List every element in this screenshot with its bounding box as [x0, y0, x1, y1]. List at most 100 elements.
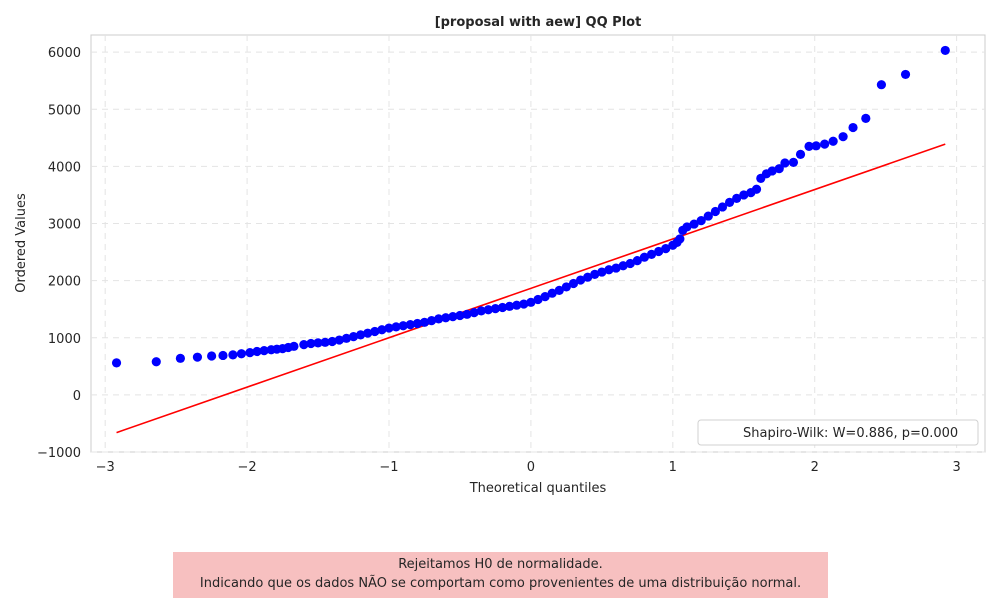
- data-point: [838, 132, 848, 142]
- data-point: [774, 164, 784, 174]
- data-point: [512, 300, 522, 310]
- data-point: [490, 304, 501, 314]
- x-tick-label: 3: [952, 460, 960, 475]
- data-point: [327, 336, 337, 347]
- data-point: [848, 122, 858, 133]
- y-tick-label: 1000: [48, 332, 81, 347]
- data-point: [526, 297, 536, 307]
- data-points: [111, 45, 950, 368]
- data-point: [751, 184, 762, 194]
- y-tick-label: 6000: [48, 46, 81, 61]
- data-point: [245, 348, 255, 358]
- data-point: [441, 313, 451, 323]
- data-point: [575, 275, 586, 285]
- data-point: [313, 338, 323, 348]
- x-tick-label: 2: [811, 460, 819, 475]
- data-point: [554, 285, 564, 295]
- data-point: [434, 314, 444, 324]
- conclusion-note: Rejeitamos H0 de normalidade. Indicando …: [173, 552, 828, 598]
- data-point: [175, 353, 185, 363]
- x-axis-ticks: −3 −2 −1 0 1 2 3: [96, 460, 961, 475]
- data-point: [405, 320, 415, 330]
- data-point: [192, 352, 203, 362]
- fit-line-layer: [116, 143, 946, 434]
- data-point: [348, 332, 359, 342]
- data-point: [788, 157, 799, 167]
- data-point: [476, 306, 486, 316]
- x-tick-label: −3: [96, 460, 115, 475]
- data-point: [639, 252, 650, 262]
- data-point: [218, 350, 228, 361]
- legend-label: Shapiro-Wilk: W=0.886, p=0.000: [743, 426, 958, 441]
- data-point: [583, 272, 593, 282]
- data-point: [739, 190, 749, 200]
- data-point: [724, 197, 735, 207]
- data-point: [151, 357, 161, 367]
- data-point: [568, 278, 579, 289]
- y-tick-label: 5000: [48, 103, 81, 118]
- fit-line: [116, 143, 946, 434]
- data-point: [940, 45, 950, 56]
- data-point: [654, 246, 664, 257]
- data-point: [462, 309, 472, 319]
- data-point: [876, 80, 887, 90]
- data-point: [299, 340, 309, 350]
- data-point: [661, 244, 671, 254]
- data-point: [618, 261, 628, 271]
- data-point: [710, 206, 720, 217]
- data-point: [469, 308, 479, 318]
- data-point: [370, 326, 380, 337]
- data-point: [561, 282, 571, 292]
- data-point: [306, 338, 316, 349]
- data-point: [426, 316, 437, 326]
- legend: Shapiro-Wilk: W=0.886, p=0.000: [697, 419, 979, 446]
- y-tick-label: −1000: [37, 446, 81, 461]
- data-point: [228, 350, 238, 360]
- y-axis-label: Ordered Values: [14, 193, 29, 293]
- data-point: [391, 322, 401, 332]
- y-tick-label: 2000: [48, 275, 81, 290]
- data-point: [540, 292, 550, 302]
- data-point: [111, 358, 122, 368]
- data-point: [675, 234, 685, 244]
- data-point: [384, 323, 394, 333]
- grid-lines: [91, 35, 985, 453]
- data-point: [236, 349, 247, 359]
- data-point: [696, 216, 706, 226]
- data-point: [780, 158, 790, 168]
- chart-title: [proposal with aew] QQ Plot: [435, 15, 642, 30]
- data-point: [611, 263, 621, 273]
- data-point: [448, 312, 458, 322]
- y-tick-label: 3000: [48, 218, 81, 233]
- data-point: [320, 337, 330, 347]
- data-point: [604, 265, 614, 275]
- y-tick-label: 4000: [48, 160, 81, 175]
- x-axis-label: Theoretical quantiles: [469, 481, 607, 496]
- data-point: [455, 310, 465, 321]
- data-point: [547, 288, 557, 298]
- data-point: [356, 330, 366, 340]
- data-point: [732, 193, 742, 203]
- data-point: [398, 321, 408, 331]
- data-point: [689, 219, 699, 229]
- x-tick-label: 1: [669, 460, 677, 475]
- x-tick-label: 0: [527, 460, 535, 475]
- x-tick-label: −1: [379, 460, 398, 475]
- data-point: [412, 318, 422, 329]
- data-point: [533, 294, 543, 305]
- data-point: [497, 302, 508, 313]
- data-point: [505, 301, 515, 311]
- data-point: [207, 351, 217, 361]
- data-point: [363, 328, 373, 338]
- data-point: [597, 267, 607, 277]
- data-point: [900, 69, 911, 80]
- data-point: [259, 346, 269, 356]
- data-point: [703, 211, 713, 221]
- conclusion-line-2: Indicando que os dados NÃO se comportam …: [199, 576, 802, 591]
- data-point: [252, 346, 262, 357]
- data-point: [767, 166, 777, 176]
- data-point: [483, 305, 493, 315]
- data-point: [804, 141, 814, 151]
- x-tick-label: −2: [238, 460, 257, 475]
